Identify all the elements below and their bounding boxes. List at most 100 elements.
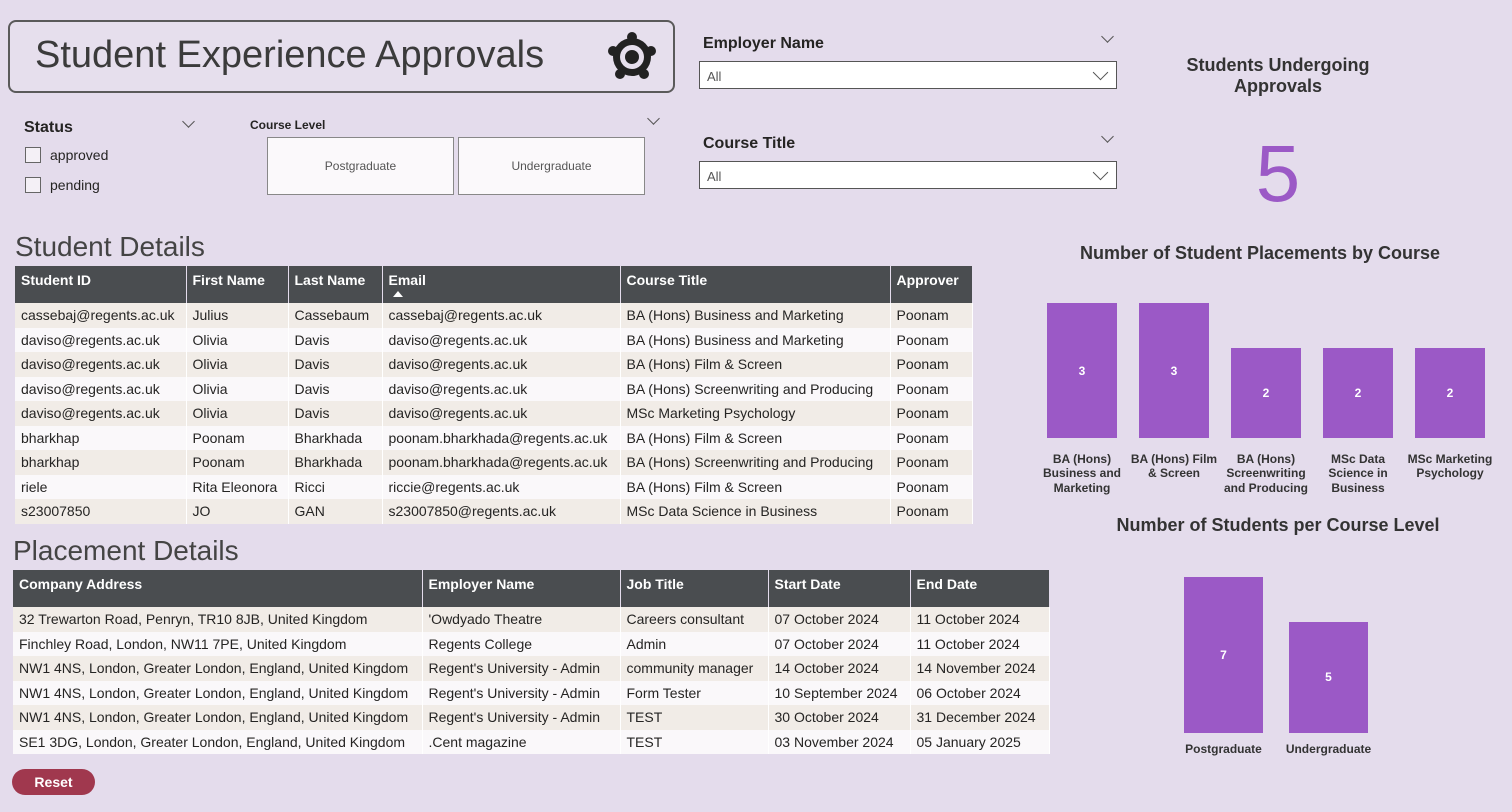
category-label: BA (Hons) Business and Marketing (1042, 452, 1122, 495)
column-header[interactable]: First Name (186, 266, 289, 303)
table-cell: bharkhap (15, 425, 187, 450)
table-cell: Olivia (186, 352, 289, 377)
table-cell: BA (Hons) Screenwriting and Producing (620, 376, 891, 401)
column-header[interactable]: Company Address (13, 570, 423, 607)
table-cell: community manager (620, 656, 769, 681)
table-cell: NW1 4NS, London, Greater London, England… (13, 680, 423, 705)
reset-button[interactable]: Reset (12, 769, 95, 795)
table-cell: Olivia (186, 376, 289, 401)
category-label: Postgraduate (1185, 742, 1262, 756)
table-cell: Poonam (890, 327, 973, 352)
table-cell: 06 October 2024 (910, 680, 1050, 705)
table-cell: JO (186, 499, 289, 524)
bar[interactable]: 2 (1415, 348, 1485, 438)
table-cell: Davis (288, 401, 383, 426)
table-cell: Olivia (186, 327, 289, 352)
table-cell: Julius (186, 303, 289, 328)
checkbox[interactable] (25, 177, 41, 193)
column-header[interactable]: Email (382, 266, 621, 303)
column-header-text: Approver (896, 272, 959, 288)
column-header[interactable]: Employer Name (422, 570, 621, 607)
table-cell: BA (Hons) Business and Marketing (620, 327, 891, 352)
category-label: MSc Marketing Psychology (1407, 452, 1493, 481)
table-cell: Rita Eleonora (186, 474, 289, 499)
bar[interactable]: 2 (1323, 348, 1393, 438)
column-header[interactable]: Course Title (620, 266, 891, 303)
table-cell: 10 September 2024 (768, 680, 911, 705)
table-cell: .Cent magazine (422, 729, 621, 754)
table-cell: Admin (620, 631, 769, 656)
table-cell: Poonam (890, 499, 973, 524)
filter-label: Status (24, 119, 73, 136)
chevron[interactable] (1101, 30, 1114, 43)
table-cell: 'Owdyado Theatre (422, 607, 621, 632)
bar[interactable]: 3 (1139, 303, 1209, 438)
table-cell: 03 November 2024 (768, 729, 911, 754)
table-row: riele Rita Eleonora Ricci riccie@regents.ac… (15, 474, 973, 499)
table-cell: NW1 4NS, London, Greater London, England… (13, 656, 423, 681)
bar[interactable]: 5 (1289, 621, 1368, 733)
dropdown[interactable]: All (699, 61, 1117, 89)
checkbox[interactable] (25, 147, 41, 163)
table-row: bharkhap Poonam Bharkhada poonam.bharkhada@… (15, 450, 973, 475)
bar[interactable]: 2 (1231, 348, 1301, 438)
column-header-text: Job Title (626, 576, 684, 592)
filter-label: Course Title (703, 135, 796, 152)
table-cell: daviso@regents.ac.uk (15, 376, 187, 401)
table-cell: Regents College (422, 631, 621, 656)
column-header[interactable]: Student ID (15, 266, 187, 303)
data-label: 2 (1262, 386, 1270, 400)
table-cell: Poonam (890, 474, 973, 499)
table-cell: BA (Hons) Film & Screen (620, 352, 891, 377)
column-header[interactable]: Last Name (288, 266, 383, 303)
bar[interactable]: 3 (1047, 303, 1117, 438)
column-header[interactable]: Job Title (620, 570, 769, 607)
table-row: NW1 4NS, London, Greater London, England… (13, 656, 1050, 681)
table-cell: daviso@regents.ac.uk (382, 327, 621, 352)
column-header[interactable]: Start Date (768, 570, 911, 607)
chevron[interactable] (1101, 130, 1114, 143)
table-cell: daviso@regents.ac.uk (382, 376, 621, 401)
column-header-text: First Name (192, 272, 265, 288)
slicer-button[interactable]: Undergraduate (458, 137, 645, 195)
table-cell: daviso@regents.ac.uk (382, 352, 621, 377)
table-cell: NW1 4NS, London, Greater London, England… (13, 705, 423, 730)
table-row: NW1 4NS, London, Greater London, England… (13, 680, 1050, 705)
table-cell: 07 October 2024 (768, 631, 911, 656)
data-label: 2 (1354, 386, 1362, 400)
table-cell: MSc Marketing Psychology (620, 401, 891, 426)
table-row: daviso@regents.ac.uk Olivia Davis daviso@re… (15, 352, 973, 377)
table-cell: Ricci (288, 474, 383, 499)
column-header-text: Course Title (626, 272, 708, 288)
table-cell: Poonam (890, 376, 973, 401)
column-header[interactable]: End Date (910, 570, 1050, 607)
table-row: daviso@regents.ac.uk Olivia Davis daviso@re… (15, 376, 973, 401)
filter-label: Employer Name (703, 35, 824, 52)
table-cell: 07 October 2024 (768, 607, 911, 632)
data-label: 2 (1446, 386, 1454, 400)
chevron[interactable] (182, 115, 195, 128)
dropdown[interactable]: All (699, 161, 1117, 189)
table-cell: Regent's University - Admin (422, 705, 621, 730)
column-header-text: Last Name (294, 272, 366, 288)
column-header-text: Email (388, 272, 426, 288)
bar[interactable]: 7 (1184, 577, 1263, 733)
table-cell: Poonam (890, 303, 973, 328)
chevron[interactable] (647, 112, 660, 125)
column-header[interactable]: Approver (890, 266, 973, 303)
dropdown-value: All (707, 69, 722, 84)
table-cell: TEST (620, 729, 769, 754)
table-cell: 05 January 2025 (910, 729, 1050, 754)
table-cell: Regent's University - Admin (422, 656, 621, 681)
table-cell: daviso@regents.ac.uk (15, 352, 187, 377)
table-cell: daviso@regents.ac.uk (15, 401, 187, 426)
table-cell: GAN (288, 499, 383, 524)
title-box: Student Experience Approvals (8, 20, 675, 93)
table-cell: poonam.bharkhada@regents.ac.uk (382, 425, 621, 450)
table-row: 32 Trewarton Road, Penryn, TR10 8JB, Uni… (13, 607, 1050, 632)
data-label: 5 (1325, 670, 1332, 685)
checkbox-label: pending (50, 177, 100, 193)
table-cell: Bharkhada (288, 425, 383, 450)
slicer-button[interactable]: Postgraduate (267, 137, 454, 195)
